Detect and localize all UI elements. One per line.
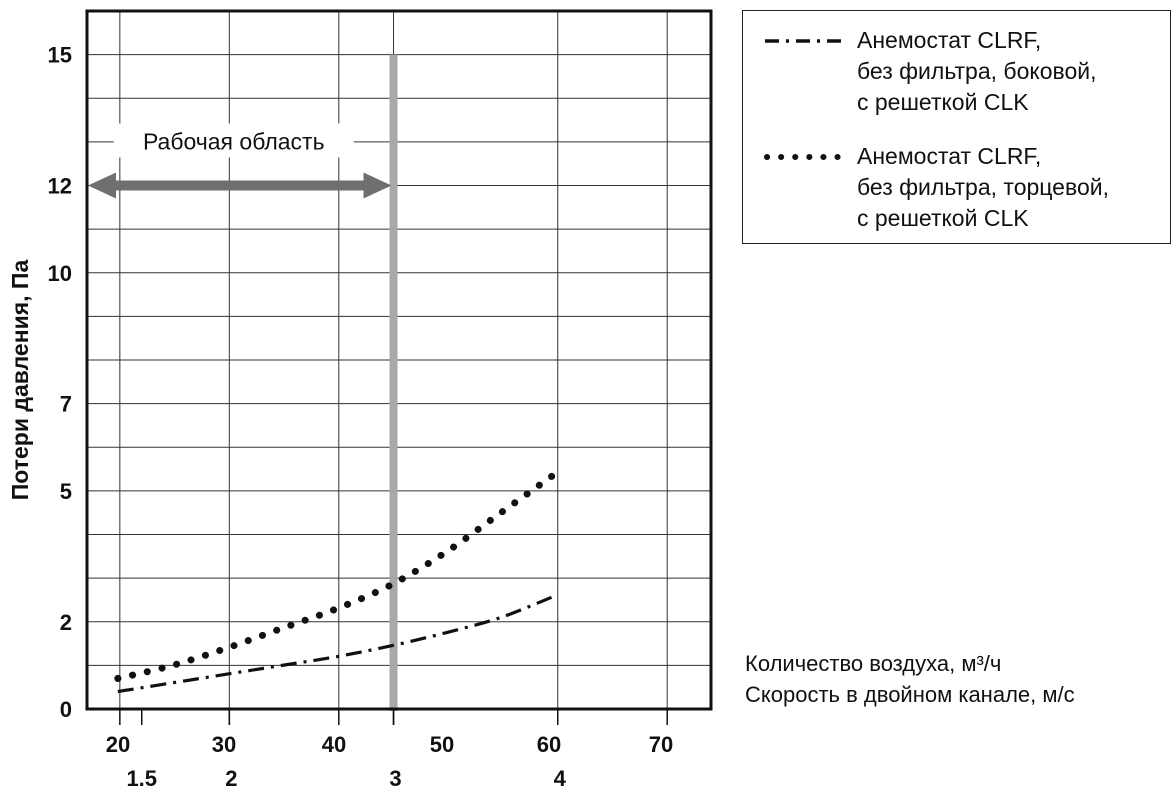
- x-axis-label-airflow: Количество воздуха, м³/ч: [745, 651, 1002, 676]
- legend-label-side: Анемостат CLRF, без фильтра, боковой, с …: [857, 27, 1097, 115]
- y-tick-label: 5: [60, 479, 72, 504]
- x-tick-label: 60: [537, 732, 561, 757]
- series-line-side: [117, 594, 557, 694]
- series-line-end: [114, 469, 560, 682]
- working-limit-band: [389, 54, 398, 711]
- y-tick-label: 2: [60, 610, 72, 635]
- x2-tick-label: 3: [389, 766, 401, 791]
- x-tick-label: 20: [106, 732, 130, 757]
- legend: Анемостат CLRF, без фильтра, боковой, с …: [742, 10, 1171, 244]
- legend-swatch-dash-dot: [765, 39, 841, 43]
- working-area-arrow: [88, 172, 392, 199]
- x-tick-label: 50: [430, 732, 454, 757]
- plot-frame: [85, 9, 713, 711]
- x2-tick-label: 2: [225, 766, 237, 791]
- x-axis-notes: Количество воздуха, м³/ч Скорость в двой…: [745, 648, 1075, 710]
- y-tick-label: 12: [48, 174, 72, 199]
- legend-swatch-dotted: [764, 154, 842, 160]
- x-tick-marks: [119, 709, 668, 725]
- y-tick-label: 10: [48, 261, 72, 286]
- x-tick-labels: 20 30 40 50 60 70: [106, 732, 673, 757]
- x-axis-label-velocity: Скорость в двойном канале, м/с: [745, 682, 1075, 707]
- grid-lines: [87, 10, 711, 710]
- x-tick-label: 70: [649, 732, 673, 757]
- y-tick-label: 7: [60, 392, 72, 417]
- y-tick-label: 15: [48, 43, 72, 68]
- legend-entry-side: Анемостат CLRF, без фильтра, боковой, с …: [755, 25, 1165, 125]
- x-tick-label: 40: [322, 732, 346, 757]
- x-tick-label: 30: [212, 732, 236, 757]
- legend-entry-end: Анемостат CLRF, без фильтра, торцевой, с…: [755, 141, 1165, 241]
- working-area-label: Рабочая область: [143, 129, 325, 155]
- x2-tick-label: 1.5: [126, 766, 157, 791]
- x2-tick-labels: 1.5 2 3 4: [126, 766, 566, 791]
- working-area-label-bg: [113, 123, 354, 158]
- y-axis-label: Потери давления, Па: [7, 260, 33, 501]
- y-tick-labels: 0 2 5 7 10 12 15: [48, 43, 72, 722]
- legend-label-end: Анемостат CLRF, без фильтра, торцевой, с…: [857, 143, 1109, 231]
- y-tick-label: 0: [60, 697, 72, 722]
- working-area-annotation: Рабочая область: [88, 123, 392, 199]
- x2-tick-label: 4: [554, 766, 567, 791]
